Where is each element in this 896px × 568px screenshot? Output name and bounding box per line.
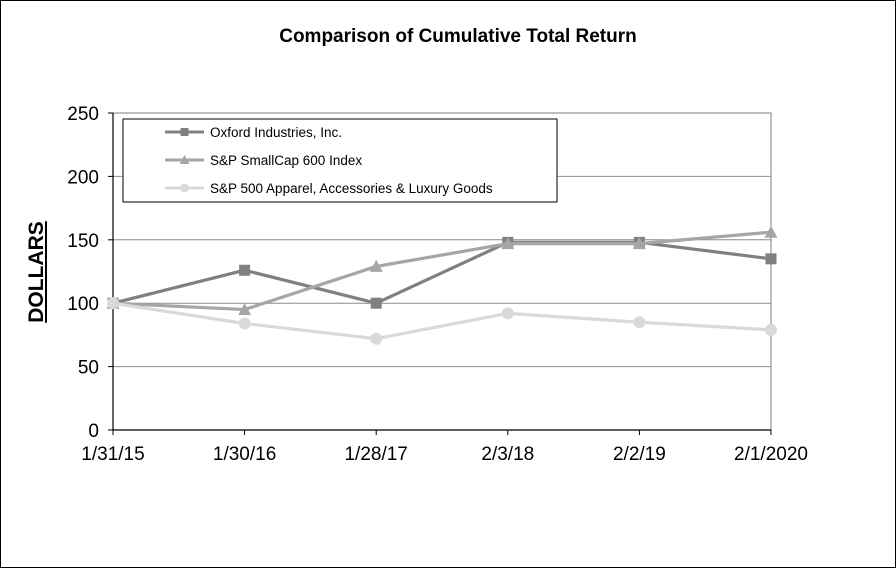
- data-point-circle: [370, 332, 383, 345]
- y-tick-label: 200: [67, 167, 99, 188]
- x-tick-label: 2/2/19: [613, 444, 666, 465]
- data-point-circle: [633, 316, 646, 329]
- data-point-triangle: [369, 259, 383, 272]
- series-line-3: [112, 301, 772, 341]
- y-tick-label: 50: [78, 358, 99, 379]
- data-point-circle: [107, 297, 119, 310]
- y-tick-label: 250: [67, 104, 99, 125]
- series-line-2: [112, 230, 772, 312]
- x-tick-label: 1/30/16: [213, 444, 276, 465]
- legend-marker-circle: [180, 183, 189, 193]
- data-point-circle: [765, 323, 777, 336]
- series-group: [106, 225, 778, 345]
- data-point-triangle: [764, 225, 778, 238]
- legend: Oxford Industries, Inc. S&P SmallCap 600 …: [122, 118, 558, 203]
- data-point-circle: [238, 317, 251, 330]
- x-tick-label: 1/31/15: [81, 444, 144, 465]
- x-tick-label: 2/1/2020: [734, 444, 808, 465]
- data-point-square: [370, 297, 382, 309]
- y-tick-labels: 0 50 100 150 200 250: [67, 104, 113, 442]
- data-point-square: [239, 264, 251, 276]
- x-tick-label: 2/3/18: [481, 444, 534, 465]
- legend-label: S&P SmallCap 600 Index: [210, 153, 362, 168]
- series-line-1: [112, 240, 772, 305]
- data-point-square: [765, 253, 777, 265]
- x-tick-labels: 1/31/15 1/30/16 1/28/17 2/3/18 2/2/19 2/1/202…: [81, 430, 808, 465]
- chart-title: Comparison of Cumulative Total Return: [279, 26, 637, 47]
- data-point-triangle: [501, 237, 515, 250]
- y-tick-label: 0: [88, 421, 99, 442]
- data-point-triangle: [238, 303, 252, 316]
- data-point-circle: [501, 307, 514, 320]
- legend-marker-triangle: [179, 155, 190, 164]
- y-tick-label: 150: [67, 231, 99, 252]
- y-axis-label-group: DOLLARS: [25, 221, 48, 323]
- y-axis-label: DOLLARS: [25, 221, 48, 323]
- y-tick-label: 100: [67, 294, 99, 315]
- data-point-triangle: [632, 237, 646, 250]
- x-tick-label: 1/28/17: [344, 444, 407, 465]
- legend-marker-square: [180, 128, 189, 136]
- legend-label: S&P 500 Apparel, Accessories & Luxury Go…: [210, 181, 493, 196]
- legend-label: Oxford Industries, Inc.: [210, 125, 342, 140]
- gridlines: [112, 113, 771, 431]
